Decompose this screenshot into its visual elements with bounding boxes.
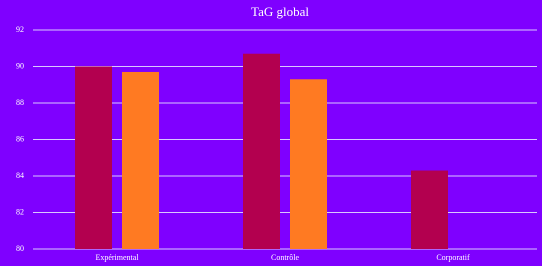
- page: TaG global 80 82 84 86 88 90 92 Expérimental Con…: [0, 0, 542, 266]
- y-tick-label: 86: [16, 134, 24, 143]
- y-tick-label: 84: [16, 171, 24, 180]
- x-tick-label: Expérimental: [95, 253, 139, 262]
- x-tick-label: Corporatif: [436, 253, 470, 262]
- chart: TaG global 80 82 84 86 88 90 92 Expérimental Con…: [0, 0, 542, 266]
- chart-title: TaG global: [251, 4, 309, 19]
- y-tick-label: 90: [16, 61, 24, 70]
- y-tick-label: 92: [16, 25, 24, 34]
- x-tick-label: Contrôle: [271, 253, 299, 262]
- bar: [122, 72, 159, 249]
- y-tick-label: 88: [16, 98, 24, 107]
- bar: [411, 171, 448, 249]
- bar: [243, 54, 280, 249]
- bar: [290, 79, 327, 249]
- y-tick-label: 82: [16, 207, 24, 216]
- y-tick-label: 80: [16, 244, 24, 253]
- bar: [75, 67, 112, 250]
